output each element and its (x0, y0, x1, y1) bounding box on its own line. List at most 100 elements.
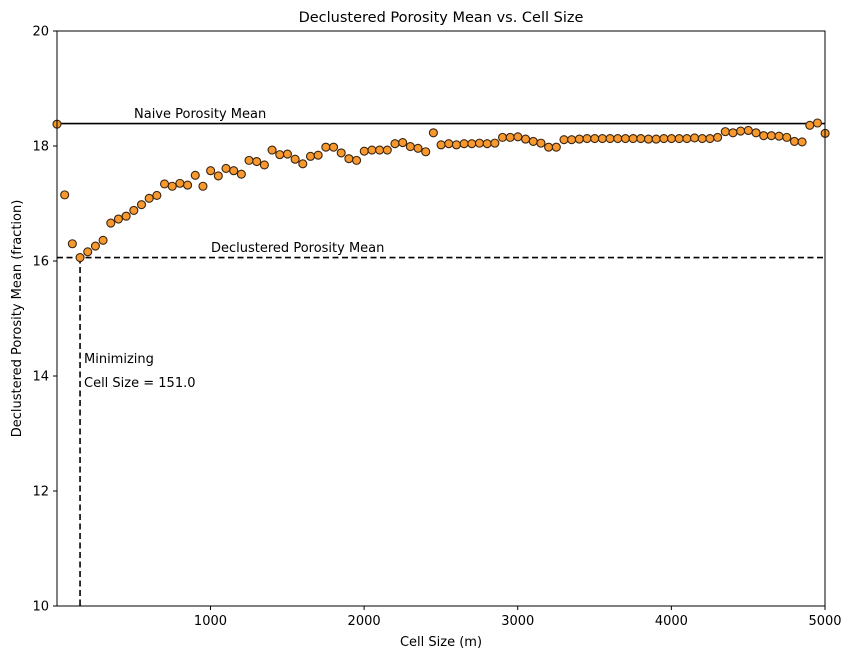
chart-title: Declustered Porosity Mean vs. Cell Size (299, 10, 584, 26)
data-point (321, 142, 331, 152)
data-point (682, 133, 692, 144)
data-point (175, 178, 185, 188)
data-point (213, 171, 223, 181)
naive-mean-label: Naive Porosity Mean (134, 107, 266, 122)
data-point (797, 137, 807, 147)
data-point (129, 205, 139, 215)
data-point (221, 163, 231, 173)
x-axis-label: Cell Size (m) (400, 635, 482, 650)
data-point (75, 252, 85, 263)
min-cell-size-label: Cell Size = 151.0 (84, 376, 196, 391)
y-tick-label: 18 (32, 140, 49, 155)
data-point (528, 136, 538, 146)
data-point (98, 235, 108, 245)
data-point (505, 132, 515, 142)
reference-lines (57, 122, 825, 606)
data-point (290, 154, 300, 164)
data-point (574, 134, 584, 144)
data-point (728, 128, 738, 138)
data-points (52, 118, 830, 263)
data-point (759, 131, 769, 141)
data-point (536, 138, 546, 148)
data-point (159, 179, 170, 189)
data-point (67, 239, 77, 249)
data-point (713, 132, 723, 142)
data-point (421, 147, 431, 157)
data-point (183, 180, 193, 190)
y-axis-label: Declustered Porosity Mean (fraction) (10, 200, 25, 438)
data-point (405, 142, 415, 152)
minimizing-label: Minimizing (84, 352, 154, 367)
data-point (789, 136, 799, 146)
data-point (282, 149, 293, 159)
data-point (313, 150, 323, 160)
data-point (352, 155, 362, 165)
y-axis-ticks: 10 12 14 16 18 20 (32, 25, 57, 615)
x-tick-label: 1000 (194, 614, 227, 629)
data-point (451, 140, 461, 150)
data-point (413, 143, 423, 153)
data-point (743, 125, 753, 136)
data-point (167, 181, 177, 191)
data-point (198, 181, 208, 191)
data-point (482, 139, 492, 149)
x-tick-label: 5000 (808, 614, 841, 629)
plot-area-background (57, 31, 825, 606)
data-point (674, 133, 684, 144)
data-point (551, 142, 561, 152)
x-tick-label: 3000 (501, 614, 534, 629)
data-point (375, 145, 385, 155)
data-point (259, 160, 269, 170)
data-point (474, 138, 485, 148)
data-point (367, 145, 377, 155)
y-tick-label: 12 (32, 485, 49, 500)
data-point (467, 139, 477, 149)
data-point (244, 155, 254, 165)
data-point (582, 133, 592, 144)
data-point (651, 134, 661, 144)
data-point (628, 133, 638, 144)
data-point (559, 135, 569, 145)
data-point (113, 214, 123, 224)
data-point (144, 193, 154, 203)
y-tick-label: 16 (32, 255, 49, 270)
data-point (690, 133, 700, 143)
data-point (567, 135, 577, 145)
data-point (229, 166, 239, 176)
data-point (275, 150, 285, 160)
data-point (428, 128, 438, 138)
data-point (613, 133, 623, 144)
data-point (812, 118, 823, 128)
y-tick-label: 20 (32, 25, 49, 40)
data-point (544, 142, 554, 152)
data-point (774, 131, 784, 141)
x-tick-label: 2000 (348, 614, 381, 629)
data-point (190, 170, 200, 180)
data-point (751, 128, 761, 138)
y-tick-label: 10 (32, 600, 49, 615)
data-point (459, 139, 469, 149)
data-point (736, 126, 746, 136)
data-point (398, 138, 408, 148)
data-point (267, 145, 277, 155)
data-point (90, 241, 100, 251)
data-point (152, 190, 162, 200)
data-point (659, 133, 669, 144)
x-axis-ticks: 1000 2000 3000 4000 5000 (194, 606, 842, 629)
data-point (298, 159, 308, 169)
data-point (121, 211, 131, 221)
data-point (782, 132, 792, 142)
data-point (359, 146, 369, 156)
data-point (521, 134, 531, 144)
data-point (136, 200, 147, 210)
data-point (497, 132, 508, 142)
data-point (490, 138, 500, 148)
data-point (106, 218, 116, 228)
y-tick-label: 14 (32, 370, 49, 385)
data-point (697, 133, 707, 144)
declustered-mean-label: Declustered Porosity Mean (211, 241, 384, 256)
data-point (636, 133, 646, 144)
data-point (766, 131, 776, 141)
